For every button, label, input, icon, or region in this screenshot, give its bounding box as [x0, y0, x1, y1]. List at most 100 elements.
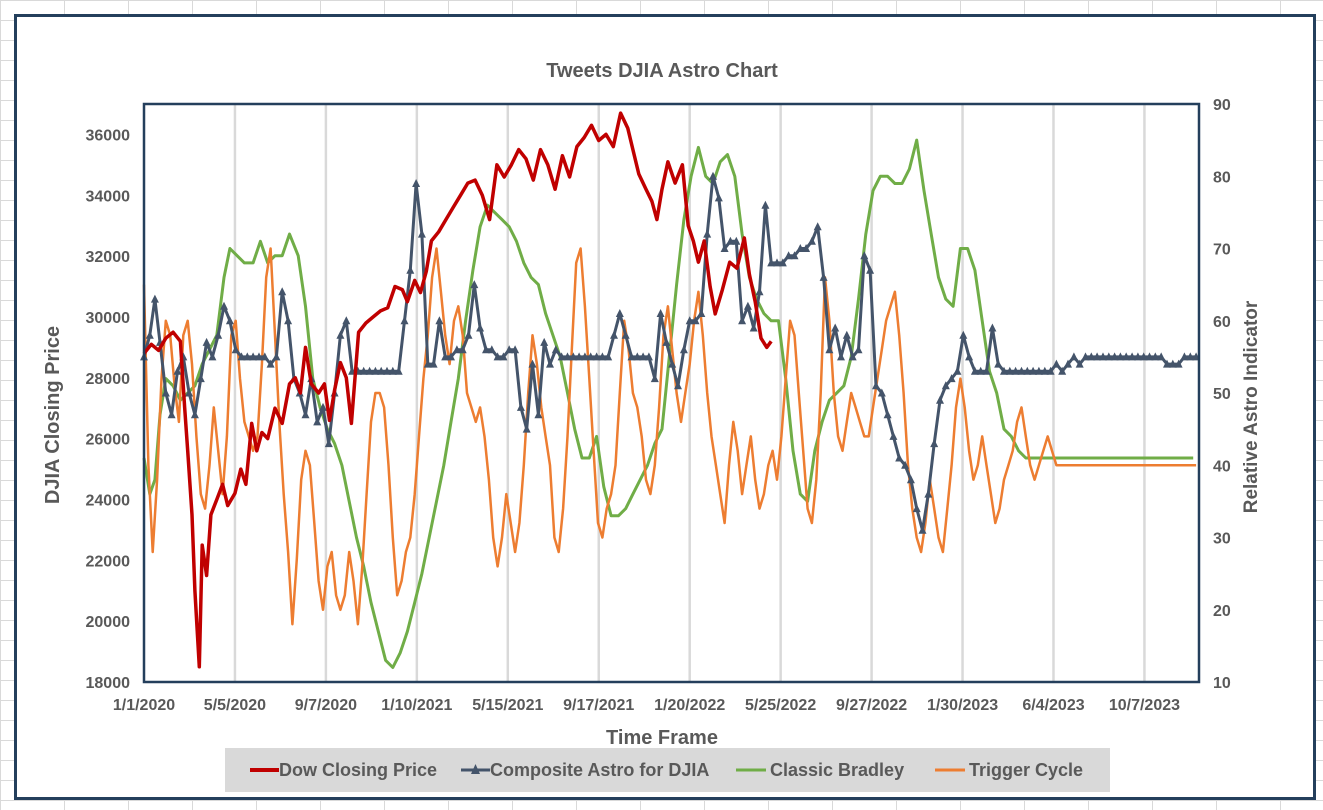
composite-marker — [1093, 352, 1102, 361]
composite-marker — [994, 359, 1003, 368]
composite-marker — [255, 352, 263, 361]
composite-marker — [1186, 352, 1195, 361]
composite-marker — [1023, 366, 1032, 375]
composite-marker — [755, 287, 764, 296]
composite-marker — [145, 330, 154, 339]
composite-marker — [837, 352, 845, 361]
composite-marker — [1122, 352, 1131, 361]
composite-marker — [511, 345, 520, 354]
composite-marker — [621, 330, 630, 339]
composite-marker — [831, 323, 840, 332]
composite-marker — [1139, 352, 1148, 361]
composite-marker — [522, 424, 531, 433]
y-tick-label: 24000 — [86, 492, 131, 509]
composite-marker — [703, 229, 712, 238]
composite-marker — [668, 359, 677, 368]
composite-marker — [493, 352, 502, 361]
composite-marker — [819, 272, 828, 281]
y-tick-label: 26000 — [86, 432, 131, 449]
composite-marker — [359, 366, 368, 375]
composite-marker — [546, 359, 554, 368]
composite-marker — [458, 345, 467, 354]
composite-marker — [429, 359, 438, 368]
composite-marker — [1133, 352, 1142, 361]
composite-marker — [807, 236, 816, 245]
composite-marker — [860, 251, 869, 260]
composite-marker — [988, 323, 997, 332]
composite-marker — [1040, 366, 1049, 375]
legend-label-dow: Dow Closing Price — [279, 760, 437, 780]
composite-marker — [749, 323, 758, 332]
composite-marker — [610, 330, 618, 339]
x-tick-label: 6/4/2023 — [1022, 697, 1084, 714]
composite-marker — [563, 352, 572, 361]
composite-marker — [1110, 352, 1119, 361]
composite-marker — [202, 337, 211, 346]
composite-marker — [412, 179, 421, 187]
x-tick-label: 9/17/2021 — [563, 697, 634, 714]
composite-marker — [470, 280, 479, 289]
composite-marker — [284, 316, 293, 325]
composite-marker — [1075, 359, 1084, 368]
composite-marker — [365, 366, 374, 375]
composite-marker — [592, 352, 601, 361]
composite-marker — [1151, 352, 1160, 361]
composite-marker — [1081, 352, 1090, 361]
composite-marker — [732, 236, 741, 245]
composite-marker — [924, 489, 933, 498]
composite-marker — [377, 366, 386, 375]
composite-marker — [854, 345, 863, 354]
composite-marker — [872, 381, 880, 390]
composite-marker — [825, 345, 834, 354]
composite-marker — [1163, 359, 1171, 368]
composite-marker — [877, 388, 886, 397]
composite-marker — [301, 410, 310, 419]
y-tick-label: 18000 — [86, 675, 131, 692]
y2-tick-label: 20 — [1213, 603, 1231, 620]
legend: Dow Closing Price Composite Astro for DJ… — [225, 748, 1110, 792]
legend-item-bradley: Classic Bradley — [736, 760, 904, 780]
y-tick-label: 28000 — [86, 371, 131, 388]
composite-marker — [738, 316, 747, 325]
composite-marker — [487, 345, 496, 354]
composite-marker — [231, 345, 240, 354]
y2-axis-ticks: 10 20 30 40 50 60 70 80 90 — [1213, 97, 1231, 692]
composite-marker — [400, 316, 409, 325]
composite-marker — [866, 265, 875, 274]
composite-marker — [930, 439, 939, 448]
composite-marker — [947, 374, 956, 383]
classic-bradley-line — [142, 138, 1194, 669]
composite-marker — [1064, 359, 1072, 368]
composite-marker — [679, 345, 688, 354]
series-layer — [140, 111, 1201, 669]
composite-marker — [1058, 366, 1067, 375]
composite-marker — [516, 402, 525, 411]
y-tick-label: 30000 — [86, 310, 131, 327]
x-tick-label: 5/5/2020 — [204, 697, 266, 714]
composite-marker — [551, 345, 560, 354]
composite-marker — [383, 366, 391, 375]
composite-marker — [895, 453, 904, 462]
composite-marker — [883, 410, 892, 419]
composite-marker — [313, 417, 322, 426]
composite-marker — [167, 410, 176, 419]
x-tick-label: 10/7/2023 — [1109, 697, 1180, 714]
composite-marker — [976, 366, 985, 375]
composite-marker — [1116, 352, 1125, 361]
composite-marker — [190, 410, 199, 419]
chart-svg: Tweets DJIA Astro Chart 18000 20000 22000 2… — [42, 60, 1262, 792]
composite-marker — [644, 352, 653, 361]
legend-item-composite: Composite Astro for DJIA — [461, 760, 709, 780]
composite-marker — [598, 352, 607, 361]
x-tick-label: 5/25/2022 — [745, 697, 816, 714]
composite-marker — [499, 352, 508, 361]
chart-title: Tweets DJIA Astro Chart — [546, 60, 778, 82]
composite-marker — [319, 402, 327, 411]
y2-tick-label: 50 — [1213, 386, 1231, 403]
composite-marker — [1174, 359, 1183, 368]
composite-marker — [674, 381, 682, 390]
composite-marker — [662, 337, 671, 346]
legend-label-trigger: Trigger Cycle — [969, 760, 1083, 780]
y-tick-label: 34000 — [86, 188, 131, 205]
y-axis-ticks: 18000 20000 22000 24000 26000 28000 30000 32000… — [86, 127, 131, 692]
